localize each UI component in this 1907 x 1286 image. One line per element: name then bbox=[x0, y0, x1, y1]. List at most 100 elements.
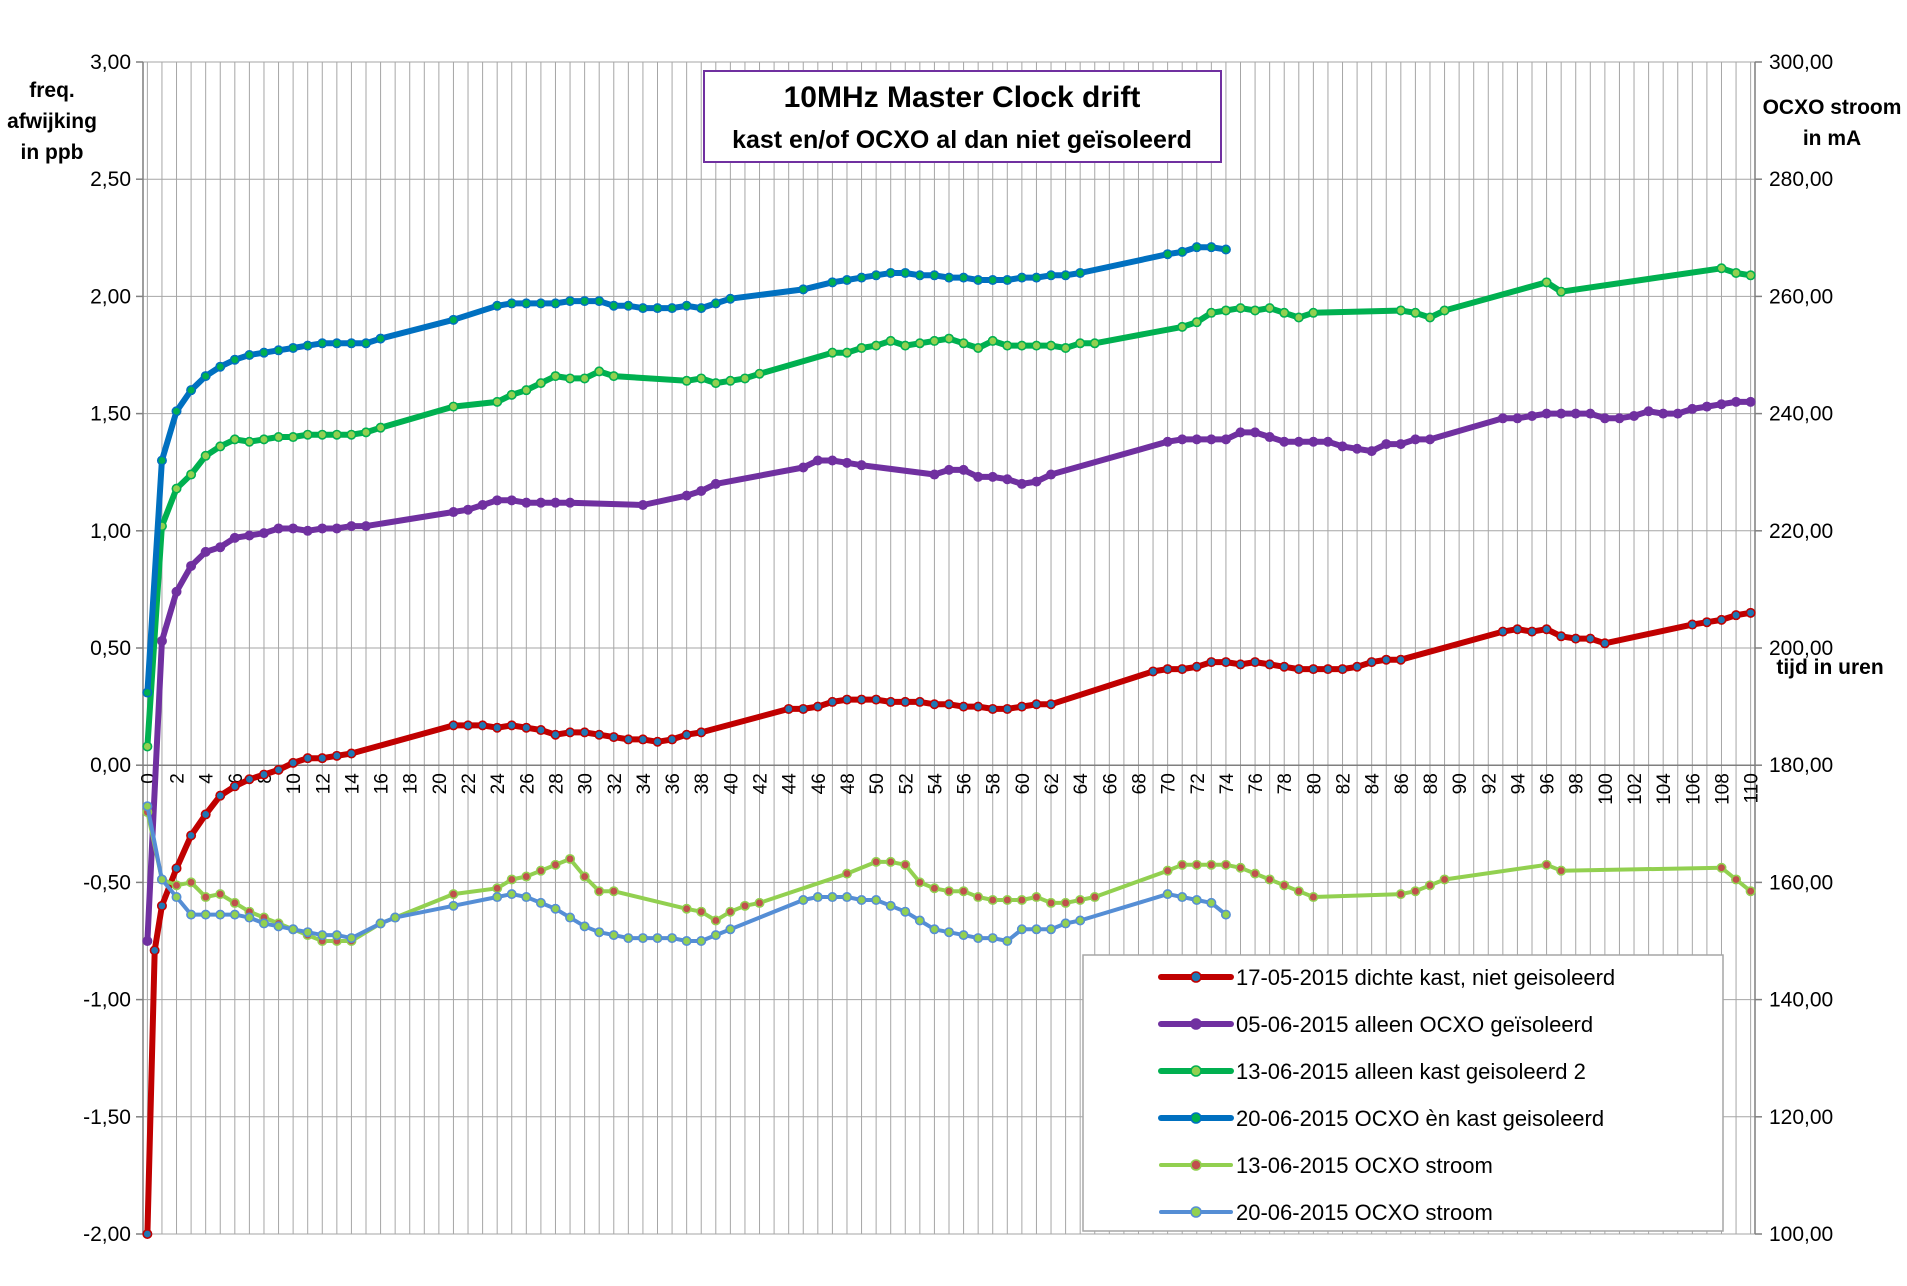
data-point bbox=[448, 507, 459, 518]
legend-label: 05-06-2015 alleen OCXO geïsoleerd bbox=[1236, 1012, 1593, 1037]
data-point bbox=[1716, 263, 1727, 274]
data-point bbox=[579, 296, 590, 307]
data-point bbox=[1162, 249, 1173, 260]
data-point bbox=[550, 729, 561, 740]
data-point bbox=[914, 915, 925, 926]
data-point bbox=[288, 924, 299, 935]
data-point bbox=[186, 560, 197, 571]
x-tick-label: 82 bbox=[1334, 773, 1355, 794]
data-point bbox=[987, 894, 998, 905]
data-point bbox=[1220, 657, 1231, 668]
y-right-tick-label: 220,00 bbox=[1769, 520, 1833, 543]
data-point bbox=[1191, 317, 1202, 328]
data-point bbox=[1162, 889, 1173, 900]
x-tick-label: 54 bbox=[925, 773, 946, 795]
data-point bbox=[1046, 270, 1057, 281]
data-point bbox=[696, 485, 707, 496]
data-point bbox=[739, 373, 750, 384]
data-point bbox=[317, 523, 328, 534]
data-point bbox=[1643, 406, 1654, 417]
data-point bbox=[1337, 441, 1348, 452]
data-point bbox=[346, 338, 357, 349]
data-point bbox=[550, 497, 561, 508]
data-point bbox=[1279, 307, 1290, 318]
data-point bbox=[623, 734, 634, 745]
data-point bbox=[1366, 446, 1377, 457]
data-point bbox=[463, 504, 474, 515]
data-point bbox=[521, 497, 532, 508]
x-tick-label: 110 bbox=[1742, 773, 1763, 803]
data-point bbox=[929, 335, 940, 346]
data-point bbox=[506, 720, 517, 731]
data-point bbox=[798, 284, 809, 295]
x-tick-label: 14 bbox=[342, 773, 363, 795]
data-point bbox=[1439, 305, 1450, 316]
data-point bbox=[1366, 657, 1377, 668]
data-point bbox=[710, 478, 721, 489]
legend-frame bbox=[1082, 954, 1724, 1232]
data-point bbox=[156, 635, 167, 646]
data-point bbox=[608, 300, 619, 311]
data-point bbox=[929, 883, 940, 894]
data-point bbox=[186, 385, 197, 396]
data-point bbox=[827, 892, 838, 903]
data-point bbox=[1264, 303, 1275, 314]
data-point bbox=[900, 267, 911, 278]
data-point bbox=[579, 373, 590, 384]
data-point bbox=[1687, 403, 1698, 414]
data-point bbox=[1585, 408, 1596, 419]
data-point bbox=[521, 871, 532, 882]
data-point bbox=[637, 933, 648, 944]
data-point bbox=[258, 528, 269, 539]
data-point bbox=[841, 892, 852, 903]
chart-subtitle: kast en/of OCXO al dan niet geïsoleerd bbox=[732, 126, 1192, 154]
data-point bbox=[1046, 897, 1057, 908]
y-right-tick-label: 160,00 bbox=[1769, 871, 1833, 894]
data-point bbox=[1191, 859, 1202, 870]
data-point bbox=[535, 897, 546, 908]
data-point bbox=[1046, 924, 1057, 935]
data-point bbox=[1177, 892, 1188, 903]
x-tick-label: 78 bbox=[1275, 773, 1296, 794]
data-point bbox=[696, 373, 707, 384]
legend-swatch-marker bbox=[1190, 1065, 1202, 1077]
x-tick-label: 102 bbox=[1625, 773, 1646, 805]
data-point bbox=[623, 300, 634, 311]
data-point bbox=[987, 933, 998, 944]
x-tick-label: 2 bbox=[168, 773, 189, 784]
data-point bbox=[652, 303, 663, 314]
data-point bbox=[1614, 413, 1625, 424]
data-point bbox=[1002, 274, 1013, 285]
data-point bbox=[1352, 661, 1363, 672]
data-point bbox=[1308, 892, 1319, 903]
data-point bbox=[710, 298, 721, 309]
data-point bbox=[1439, 874, 1450, 885]
data-point bbox=[1497, 413, 1508, 424]
data-point bbox=[1220, 244, 1231, 255]
data-point bbox=[696, 727, 707, 738]
data-point bbox=[1541, 408, 1552, 419]
data-point bbox=[914, 270, 925, 281]
data-point bbox=[696, 906, 707, 917]
data-point bbox=[667, 933, 678, 944]
data-point bbox=[1250, 427, 1261, 438]
legend-label: 20-06-2015 OCXO èn kast geisoleerd bbox=[1236, 1106, 1604, 1131]
data-point bbox=[550, 859, 561, 870]
data-point bbox=[1016, 478, 1027, 489]
x-tick-label: 0 bbox=[138, 773, 159, 784]
data-point bbox=[331, 930, 342, 941]
y-left-tick-label: -2,00 bbox=[83, 1223, 131, 1246]
data-point bbox=[681, 375, 692, 386]
y-left-label-line-3: in ppb bbox=[21, 141, 84, 164]
data-point bbox=[1716, 399, 1727, 410]
data-point bbox=[871, 340, 882, 351]
data-point bbox=[360, 338, 371, 349]
data-point bbox=[302, 927, 313, 938]
legend-swatch-marker bbox=[1190, 1018, 1202, 1030]
data-point bbox=[550, 903, 561, 914]
data-point bbox=[943, 886, 954, 897]
data-point bbox=[200, 909, 211, 920]
data-point bbox=[244, 912, 255, 923]
data-point bbox=[1424, 434, 1435, 445]
data-point bbox=[608, 930, 619, 941]
